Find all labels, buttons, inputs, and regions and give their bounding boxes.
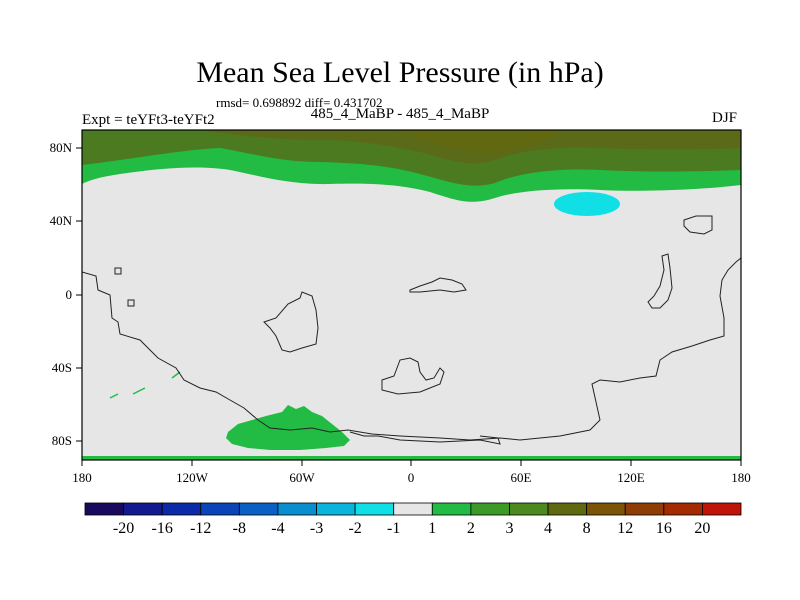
north-dark-core: [82, 130, 741, 164]
y-tick-label: 0: [66, 287, 73, 302]
africa-outline: [263, 291, 319, 353]
arabia-outline: [409, 277, 467, 293]
colorbar-swatch: [393, 502, 433, 516]
x-tick-label: 0: [408, 470, 415, 485]
y-tick-label: 80N: [50, 140, 73, 155]
colorbar-swatch: [431, 502, 472, 516]
colorbar-label: -16: [152, 520, 173, 537]
colorbar-label: 20: [694, 520, 710, 537]
y-tick-label: 40S: [52, 360, 72, 375]
colorbar-label: -3: [310, 520, 323, 537]
colorbar-label: -20: [113, 520, 134, 537]
ross-shelf-outline: [349, 431, 501, 445]
colorbar-swatch: [624, 502, 665, 516]
colorbar-label: -8: [233, 520, 246, 537]
colorbar-swatch: [354, 502, 395, 516]
y-tick-label: 40N: [50, 213, 73, 228]
colorbar-label: 12: [617, 520, 633, 537]
colorbar-label: -1: [387, 520, 400, 537]
colorbar-swatch: [509, 502, 549, 516]
tick-marks: [76, 147, 742, 466]
colorbar-label: 8: [583, 520, 591, 537]
x-tick-label: 60W: [289, 470, 315, 485]
x-tick-label: 60E: [511, 470, 532, 485]
cyan-anomaly: [554, 192, 620, 216]
colorbar-swatch: [586, 502, 626, 516]
colorbar-swatch: [316, 502, 356, 516]
colorbar-swatch: [277, 502, 317, 516]
coastlines: [82, 215, 741, 445]
colorbar-swatch: [200, 502, 240, 516]
map-field: [82, 130, 741, 460]
experiment-label: Expt = teYFt3-teYFt2: [82, 112, 215, 128]
stats-label: rmsd= 0.698892 diff= 0.431702: [216, 95, 383, 110]
map-subtitle: 485_4_MaBP - 485_4_MaBP: [310, 106, 490, 122]
colorbar-label: 2: [467, 520, 475, 537]
colorbar-label: 1: [428, 520, 436, 537]
pacific-island-outline: [114, 267, 135, 307]
madagascar-outline: [381, 357, 445, 395]
antarctic-green-small: [109, 371, 181, 399]
colorbar: -20 -16 -12 -8 -4 -3 -2 -1 1 2 3 4 8 12 16 20: [84, 502, 742, 537]
season-label: DJF: [712, 110, 738, 126]
antarctica-outline: [257, 257, 741, 441]
x-tick-label: 120E: [617, 470, 645, 485]
colorbar-label: 4: [544, 520, 552, 537]
north-darkest-core: [390, 130, 560, 154]
colorbar-label: -12: [190, 520, 211, 537]
south-america-outline: [82, 271, 259, 421]
asia-east-outline: [683, 215, 713, 235]
australia-outline: [647, 253, 673, 309]
colorbar-swatch: [547, 502, 588, 516]
map-title: Mean Sea Level Pressure (in hPa): [196, 56, 604, 89]
x-tick-label: 180: [731, 470, 751, 485]
antarctic-green-patch: [226, 405, 350, 450]
colorbar-label: 3: [505, 520, 513, 537]
colorbar-label: -4: [271, 520, 284, 537]
colorbar-swatch: [161, 502, 202, 516]
x-tick-label: 180: [72, 470, 92, 485]
colorbar-swatch: [238, 502, 279, 516]
south-edge-strip: [82, 456, 741, 460]
colorbar-label: -2: [348, 520, 361, 537]
y-tick-label: 80S: [52, 433, 72, 448]
x-tick-label: 120W: [176, 470, 209, 485]
colorbar-swatch: [84, 502, 124, 516]
colorbar-swatch: [470, 502, 510, 516]
colorbar-label: 16: [656, 520, 672, 537]
colorbar-swatch: [123, 502, 163, 516]
colorbar-swatch: [663, 502, 703, 516]
colorbar-swatch: [702, 502, 742, 516]
